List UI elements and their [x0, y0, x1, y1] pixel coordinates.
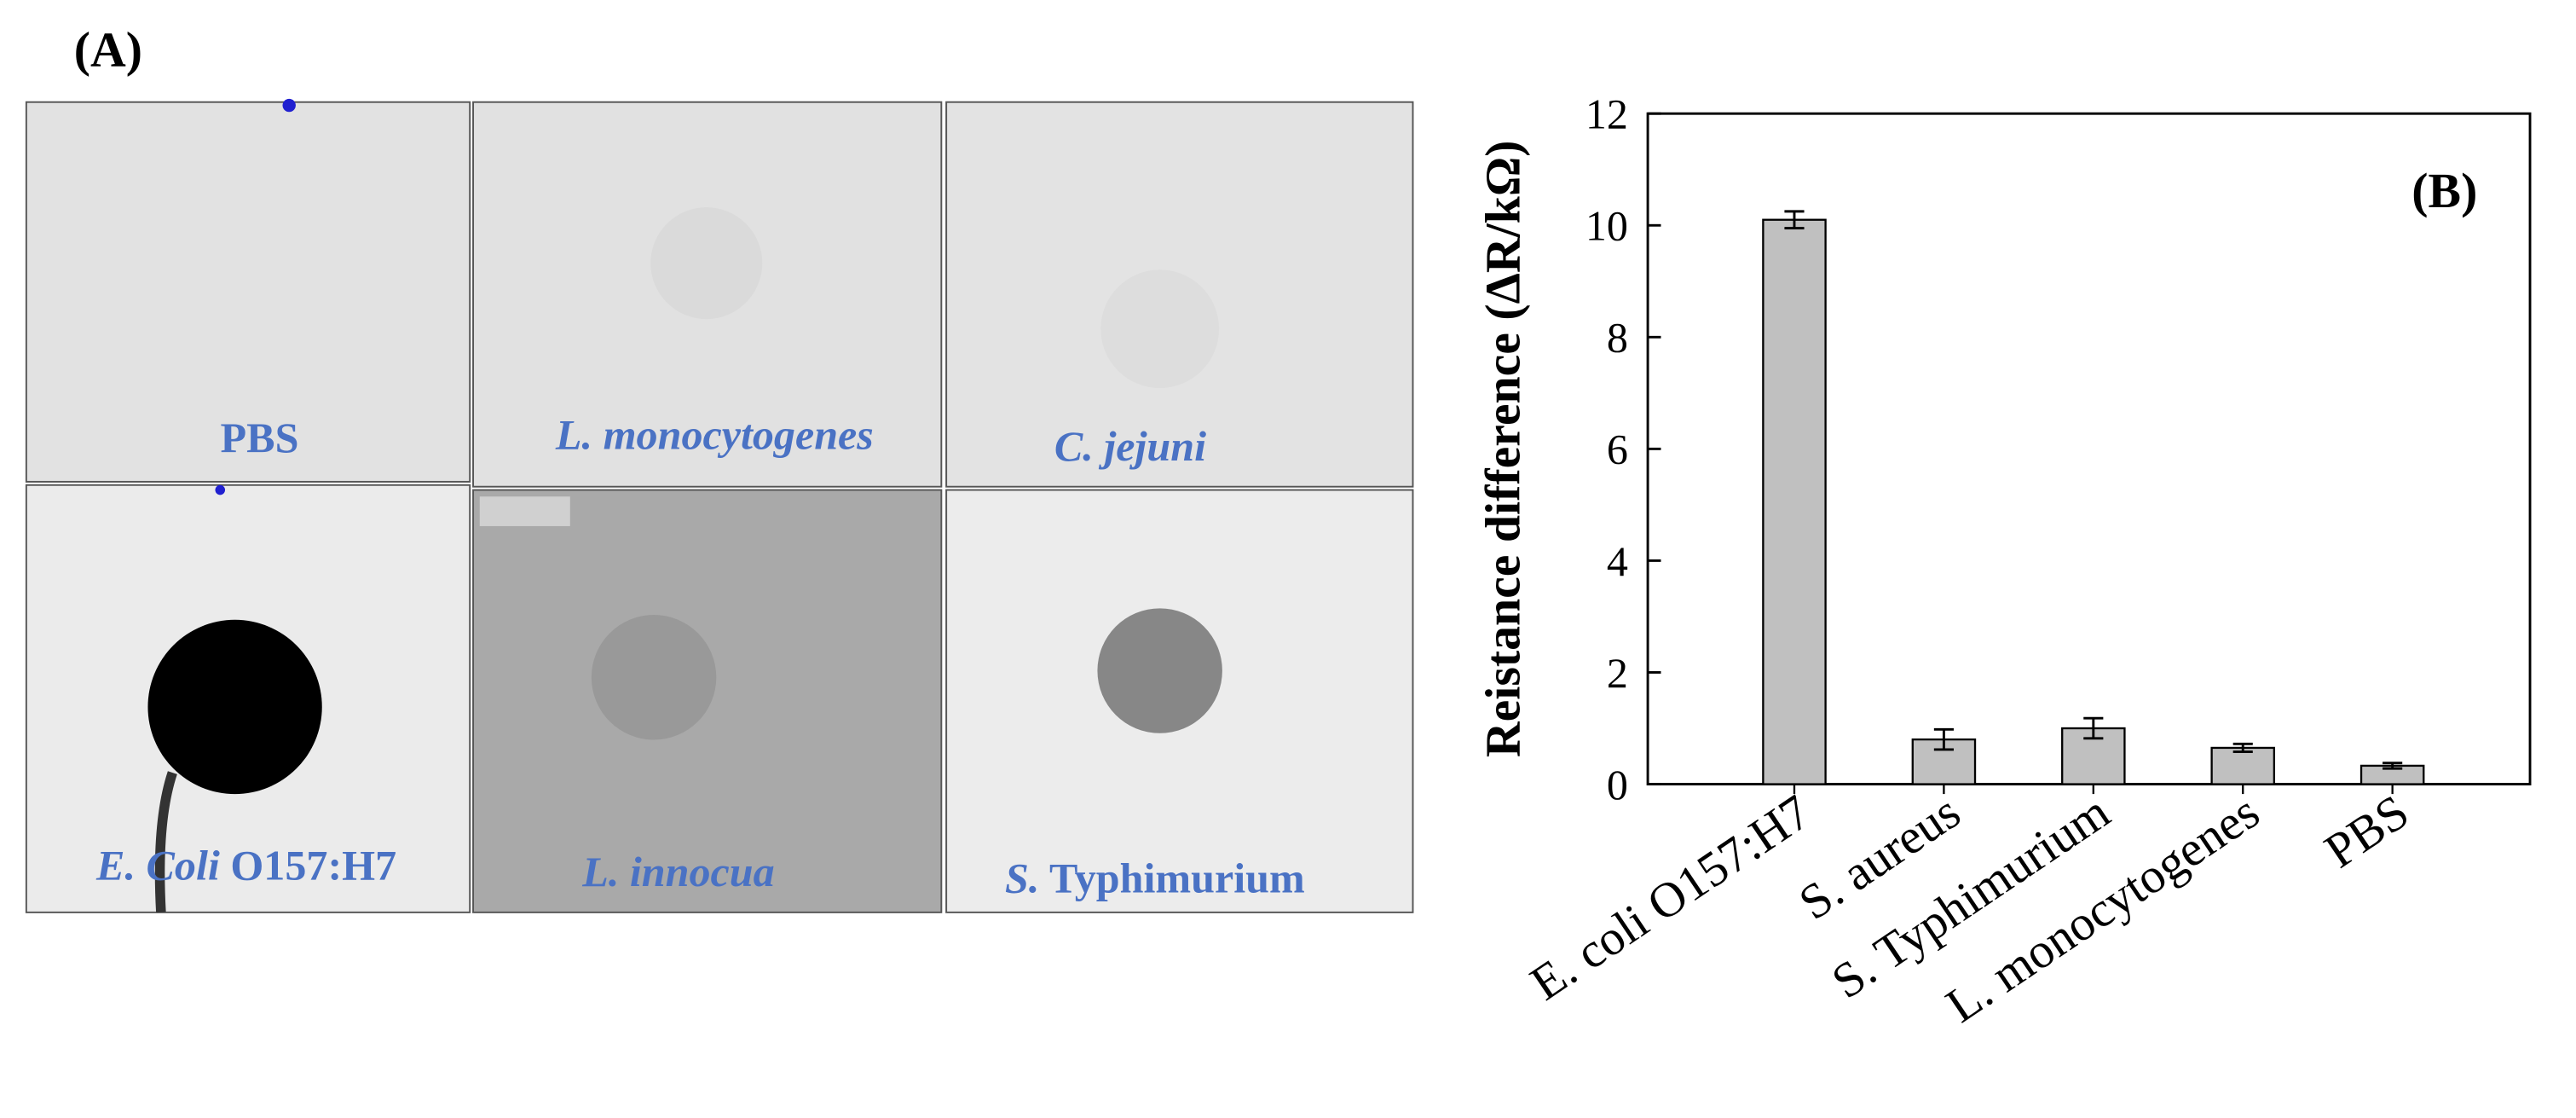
label-part: C. jejuni [1054, 422, 1206, 470]
tile-label: L. monocytogenes [555, 410, 874, 458]
spot [147, 619, 322, 795]
y-tick-label: 10 [1585, 202, 1628, 250]
y-axis-title: Reistance difference (ΔR/kΩ) [1476, 141, 1531, 757]
y-tick-label: 0 [1607, 761, 1628, 808]
panel-label: (A) [74, 21, 142, 77]
bar [1762, 218, 1827, 785]
dot [215, 484, 226, 495]
y-tick-label: 6 [1607, 426, 1628, 473]
tile-label: E. Coli O157:H7 [95, 841, 396, 889]
spot [650, 207, 763, 320]
tail [154, 771, 177, 913]
glare [479, 496, 570, 526]
tile-label: L. innocua [581, 848, 774, 895]
y-tick-label: 4 [1607, 537, 1628, 585]
label-part: Typhimurium [1039, 854, 1304, 902]
x-tick-label: PBS [2314, 784, 2418, 878]
tile [25, 101, 471, 483]
label-part: S. [1005, 854, 1039, 902]
spot [1100, 269, 1220, 389]
tile-label: C. jejuni [1054, 422, 1206, 470]
label-part: PBS [221, 414, 299, 461]
y-tick-label: 8 [1607, 314, 1628, 362]
panel-label: (B) [2411, 163, 2477, 218]
spot [1097, 608, 1222, 733]
dot [282, 98, 296, 113]
tile-grid [25, 98, 1414, 913]
y-tick-label: 12 [1585, 90, 1628, 138]
label-part: L. innocua [581, 848, 774, 895]
bar [2210, 746, 2276, 785]
label-part: E. Coli [95, 841, 220, 889]
tile-label: PBS [221, 414, 299, 461]
label-part: O157:H7 [220, 841, 396, 889]
tile-label: S. Typhimurium [1005, 854, 1305, 902]
label-part: L. monocytogenes [555, 410, 874, 458]
x-tick-label: E. coli O157:H7 [1521, 784, 1821, 1011]
y-tick-label: 2 [1607, 649, 1628, 697]
spot [591, 615, 717, 740]
